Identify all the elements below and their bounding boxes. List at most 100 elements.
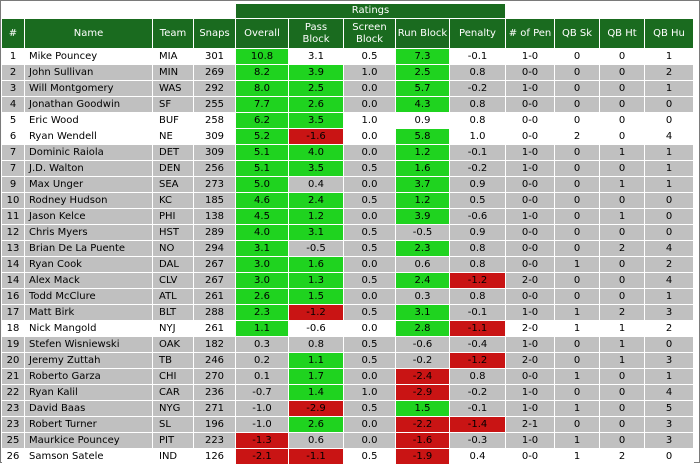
penalty-cell: -0.2 [450, 161, 506, 177]
penalty-cell: -0.1 [450, 145, 506, 161]
num-penalties-cell: 0-0 [506, 225, 555, 241]
team-cell: NYG [153, 401, 194, 417]
screen-block-header[interactable]: Screen Block [344, 19, 396, 49]
overall-header[interactable]: Overall [236, 19, 289, 49]
screen-block-cell: 0.0 [344, 177, 396, 193]
qb-sacks-cell: 1 [555, 257, 600, 273]
table-row: 5 Eric Wood BUF 258 6.2 3.5 1.0 0.9 0.8 0-0 0 0 0 [2, 113, 694, 129]
qb-hits-cell: 0 [600, 369, 645, 385]
run-block-cell: 0.9 [396, 113, 450, 129]
pass-block-cell: 1.7 [289, 369, 344, 385]
qb-hits-cell: 1 [600, 337, 645, 353]
qb-hurries-header[interactable]: QB Hu [645, 19, 694, 49]
overall-cell: 4.0 [236, 225, 289, 241]
overall-cell: 4.6 [236, 193, 289, 209]
pass-block-cell: -0.5 [289, 241, 344, 257]
run-block-cell: 0.6 [396, 257, 450, 273]
qb-hits-header[interactable]: QB Ht [600, 19, 645, 49]
team-header[interactable]: Team [153, 19, 194, 49]
name-header[interactable]: Name [25, 19, 153, 49]
qb-sacks-cell: 0 [555, 273, 600, 289]
qb-hurries-cell: 1 [645, 49, 694, 65]
run-block-header[interactable]: Run Block [396, 19, 450, 49]
qb-hurries-cell: 2 [645, 321, 694, 337]
rank-header[interactable]: # [2, 19, 25, 49]
snaps-header[interactable]: Snaps [194, 19, 236, 49]
num-penalties-cell: 1-0 [506, 385, 555, 401]
num-penalties-cell: 2-0 [506, 353, 555, 369]
team-cell: TB [153, 353, 194, 369]
qb-sacks-cell: 0 [555, 385, 600, 401]
qb-sacks-cell: 0 [555, 49, 600, 65]
penalty-cell: 0.8 [450, 241, 506, 257]
table-row: 21 Roberto Garza CHI 270 0.1 1.7 0.0 -2.4 0.8 0-0… [2, 369, 694, 385]
table-row: 12 Chris Myers HST 289 4.0 3.1 0.5 -0.5 0.9 0-0 0 0… [2, 225, 694, 241]
qb-sacks-cell: 0 [555, 65, 600, 81]
penalty-header[interactable]: Penalty [450, 19, 506, 49]
player-name-cell: Rodney Hudson [25, 193, 153, 209]
pass-block-cell: 3.5 [289, 113, 344, 129]
screen-block-cell: 0.5 [344, 241, 396, 257]
overall-cell: 5.1 [236, 161, 289, 177]
qb-sacks-cell: 0 [555, 225, 600, 241]
snaps-cell: 271 [194, 401, 236, 417]
qb-hits-cell: 1 [600, 145, 645, 161]
num-penalties-header[interactable]: # of Pen [506, 19, 555, 49]
penalty-cell: 0.8 [450, 289, 506, 305]
qb-hurries-cell: 4 [645, 129, 694, 145]
player-name-cell: Dominic Raiola [25, 145, 153, 161]
num-penalties-cell: 0-0 [506, 129, 555, 145]
run-block-cell: -1.6 [396, 433, 450, 449]
snaps-cell: 270 [194, 369, 236, 385]
qb-hurries-cell: 3 [645, 417, 694, 433]
qb-hits-cell: 0 [600, 257, 645, 273]
qb-hits-cell: 0 [600, 49, 645, 65]
team-cell: BLT [153, 305, 194, 321]
qb-sacks-cell: 0 [555, 113, 600, 129]
pass-block-cell: -1.6 [289, 129, 344, 145]
team-cell: ATL [153, 289, 194, 305]
qb-hurries-cell: 0 [645, 209, 694, 225]
screen-block-cell: 0.0 [344, 145, 396, 161]
rank-cell: 19 [2, 337, 25, 353]
overall-cell: -1.0 [236, 401, 289, 417]
screen-block-cell: 0.0 [344, 289, 396, 305]
rank-cell: 16 [2, 289, 25, 305]
qb-hits-cell: 0 [600, 433, 645, 449]
pass-block-cell: 0.6 [289, 433, 344, 449]
table-row: 11 Jason Kelce PHI 138 4.5 1.2 0.0 3.9 -0.6 1-0 0 1… [2, 209, 694, 225]
qb-hurries-cell: 4 [645, 241, 694, 257]
screen-block-cell: 0.5 [344, 193, 396, 209]
snaps-cell: 309 [194, 145, 236, 161]
qb-hurries-cell: 0 [645, 337, 694, 353]
rank-cell: 1 [2, 49, 25, 65]
qb-sacks-cell: 0 [555, 209, 600, 225]
num-penalties-cell: 2-0 [506, 321, 555, 337]
team-cell: NO [153, 241, 194, 257]
table-row: 19 Stefen Wisniewski OAK 182 0.3 0.8 0.5 -0.6 -0… [2, 337, 694, 353]
team-cell: CAR [153, 385, 194, 401]
qb-sacks-cell: 0 [555, 177, 600, 193]
penalty-cell: 0.9 [450, 225, 506, 241]
screen-block-cell: 0.5 [344, 273, 396, 289]
qb-sacks-cell: 0 [555, 417, 600, 433]
qb-hits-cell: 1 [600, 321, 645, 337]
qb-sacks-header[interactable]: QB Sk [555, 19, 600, 49]
qb-hurries-cell: 5 [645, 401, 694, 417]
num-penalties-cell: 0-0 [506, 97, 555, 113]
player-name-cell: Nick Mangold [25, 321, 153, 337]
num-penalties-cell: 0-0 [506, 257, 555, 273]
player-name-cell: Chris Myers [25, 225, 153, 241]
rank-cell: 6 [2, 129, 25, 145]
pass-block-header[interactable]: Pass Block [289, 19, 344, 49]
team-cell: BUF [153, 113, 194, 129]
penalty-cell: -0.1 [450, 49, 506, 65]
rank-cell: 11 [2, 209, 25, 225]
table-row: 6 Ryan Wendell NE 309 5.2 -1.6 0.0 5.8 1.0 0-0 2 0 4 [2, 129, 694, 145]
snaps-cell: 258 [194, 113, 236, 129]
player-name-cell: Alex Mack [25, 273, 153, 289]
overall-cell: 4.5 [236, 209, 289, 225]
overall-cell: 8.0 [236, 81, 289, 97]
run-block-cell: 5.8 [396, 129, 450, 145]
rank-cell: 23 [2, 401, 25, 417]
